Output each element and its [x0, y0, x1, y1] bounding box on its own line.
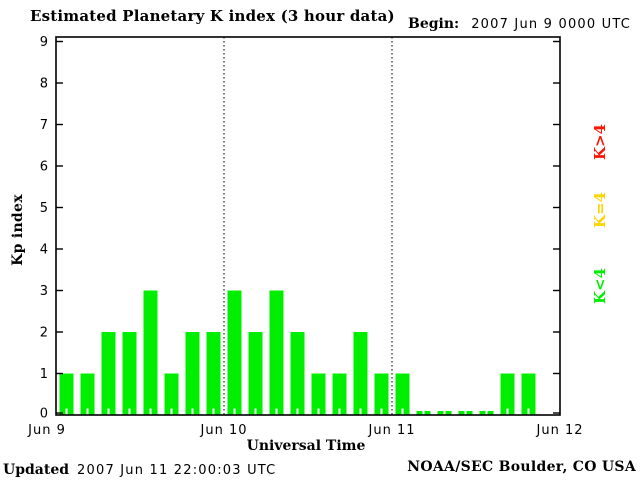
updated-label: Updated	[3, 462, 70, 478]
begin-value: 2007 Jun 9 0000 UTC	[471, 17, 632, 32]
y-tick-label: 2	[40, 326, 48, 341]
x-tick-notch	[359, 408, 362, 415]
updated-value: 2007 Jun 11 22:00:03 UTC	[77, 463, 277, 478]
legend-item-k-lt-4: K<4	[591, 267, 609, 305]
y-tick-label: 7	[40, 118, 48, 133]
plot-frame	[55, 36, 561, 416]
legend-item-k-gt-4: K>4	[591, 123, 609, 161]
kp-bar	[101, 332, 116, 415]
x-tick-notch	[170, 408, 173, 415]
x-tick-notch	[212, 408, 215, 415]
kp-bar	[206, 332, 221, 415]
x-tick-label: Jun 10	[200, 423, 248, 438]
kp-bar	[59, 373, 74, 415]
kp-bar	[521, 373, 536, 415]
legend-item-k-eq-4: K=4	[591, 191, 609, 229]
x-tick-notch	[506, 408, 509, 415]
y-tick-label: 6	[40, 160, 48, 175]
kp-bar	[122, 332, 137, 415]
x-tick-notch	[233, 408, 236, 415]
credit-text: NOAA/SEC Boulder, CO USA	[407, 459, 636, 475]
y-tick-label: 4	[40, 243, 48, 258]
kp-bar	[374, 373, 389, 415]
begin-line: Begin: 2007 Jun 9 0000 UTC	[408, 13, 631, 32]
y-tick-label: 1	[40, 367, 48, 382]
x-tick-notch	[443, 408, 446, 415]
x-tick-label: Jun 9	[27, 423, 66, 438]
kp-bar	[500, 373, 515, 415]
x-tick-notch	[128, 408, 131, 415]
kp-bar	[395, 373, 410, 415]
x-tick-notch	[464, 408, 467, 415]
kp-bar	[80, 373, 95, 415]
kp-bar	[269, 290, 284, 415]
kp-bar	[227, 290, 242, 415]
kp-bar	[353, 332, 368, 415]
kp-bar	[311, 373, 326, 415]
x-tick-notch	[191, 408, 194, 415]
y-tick-label: 0	[40, 407, 48, 422]
y-axis-label: Kp index	[10, 194, 26, 266]
y-tick-label: 9	[40, 35, 48, 50]
chart-title: Estimated Planetary K index (3 hour data…	[30, 7, 395, 25]
x-axis-label: Universal Time	[246, 438, 366, 454]
x-tick-notch	[65, 408, 68, 415]
updated-timestamp: Updated 2007 Jun 11 22:00:03 UTC	[3, 459, 276, 478]
begin-label: Begin:	[408, 16, 460, 32]
x-tick-notch	[422, 408, 425, 415]
y-tick-label: 3	[40, 284, 48, 299]
x-tick-notch	[485, 408, 488, 415]
x-tick-notch	[107, 408, 110, 415]
kp-bar	[290, 332, 305, 415]
kp-bar	[143, 290, 158, 415]
x-tick-notch	[296, 408, 299, 415]
y-tick-label: 5	[40, 201, 48, 216]
x-tick-notch	[527, 408, 530, 415]
x-tick-notch	[86, 408, 89, 415]
x-tick-label: Jun 11	[368, 423, 416, 438]
x-tick-notch	[338, 408, 341, 415]
x-tick-notch	[275, 408, 278, 415]
y-tick-label: 8	[40, 77, 48, 92]
kp-bar	[185, 332, 200, 415]
x-tick-notch	[401, 408, 404, 415]
x-tick-label: Jun 12	[536, 423, 584, 438]
x-tick-notch	[149, 408, 152, 415]
kp-bar	[164, 373, 179, 415]
x-tick-notch	[317, 408, 320, 415]
x-tick-notch	[380, 408, 383, 415]
x-tick-notch	[254, 408, 257, 415]
kp-bar	[332, 373, 347, 415]
kp-bar	[248, 332, 263, 415]
